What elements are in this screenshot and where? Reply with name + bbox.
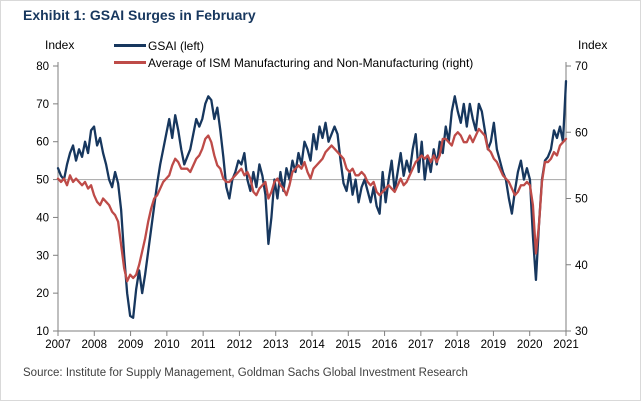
legend-item-ism: Average of ISM Manufacturing and Non-Man… [114, 54, 473, 71]
right-axis-title: Index [578, 38, 608, 52]
x-axis-tick-label: 2012 [227, 339, 253, 351]
x-axis-tick-label: 2010 [154, 339, 180, 351]
left-axis-tick-label: 10 [36, 326, 49, 338]
left-axis-tick-label: 40 [36, 212, 49, 224]
left-axis-tick-label: 80 [36, 61, 49, 73]
left-axis-tick-label: 20 [36, 288, 49, 300]
legend-item-gsai: GSAI (left) [114, 37, 473, 54]
left-axis-tick-label: 60 [36, 137, 49, 149]
source-note: Source: Institute for Supply Management,… [23, 367, 468, 379]
x-axis-tick-label: 2021 [553, 339, 579, 351]
right-axis-tick-label: 70 [575, 61, 588, 73]
left-axis-tick-label: 30 [36, 250, 49, 262]
right-axis-tick-label: 60 [575, 127, 588, 139]
x-axis-tick-label: 2007 [45, 339, 71, 351]
x-axis-tick-label: 2009 [118, 339, 144, 351]
chart-title: Exhibit 1: GSAI Surges in February [23, 7, 256, 23]
right-axis-tick-label: 30 [575, 326, 588, 338]
right-axis-tick-label: 40 [575, 260, 588, 272]
x-axis-tick-label: 2018 [444, 339, 470, 351]
x-axis-tick-label: 2020 [517, 339, 543, 351]
ism-average-line [56, 127, 568, 283]
x-axis-tick-label: 2019 [481, 339, 507, 351]
x-axis-tick-label: 2017 [408, 339, 434, 351]
gsai-line-swatch [114, 44, 146, 47]
left-axis-tick-label: 70 [36, 99, 49, 111]
legend-label-gsai: GSAI (left) [148, 38, 205, 53]
left-axis-title: Index [45, 38, 75, 52]
x-axis-tick-label: 2014 [299, 339, 325, 351]
legend: GSAI (left) Average of ISM Manufacturing… [114, 37, 473, 71]
x-axis-tick-label: 2016 [372, 339, 398, 351]
gsai-line [56, 79, 568, 319]
ism-line-swatch [114, 61, 146, 64]
legend-label-ism: Average of ISM Manufacturing and Non-Man… [148, 55, 474, 70]
left-axis-tick-label: 50 [36, 175, 49, 187]
x-axis-tick-label: 2015 [335, 339, 361, 351]
x-axis-tick-label: 2013 [263, 339, 289, 351]
x-axis-tick-label: 2008 [81, 339, 107, 351]
right-axis-tick-label: 50 [575, 194, 588, 206]
x-axis-tick-label: 2011 [191, 339, 216, 351]
